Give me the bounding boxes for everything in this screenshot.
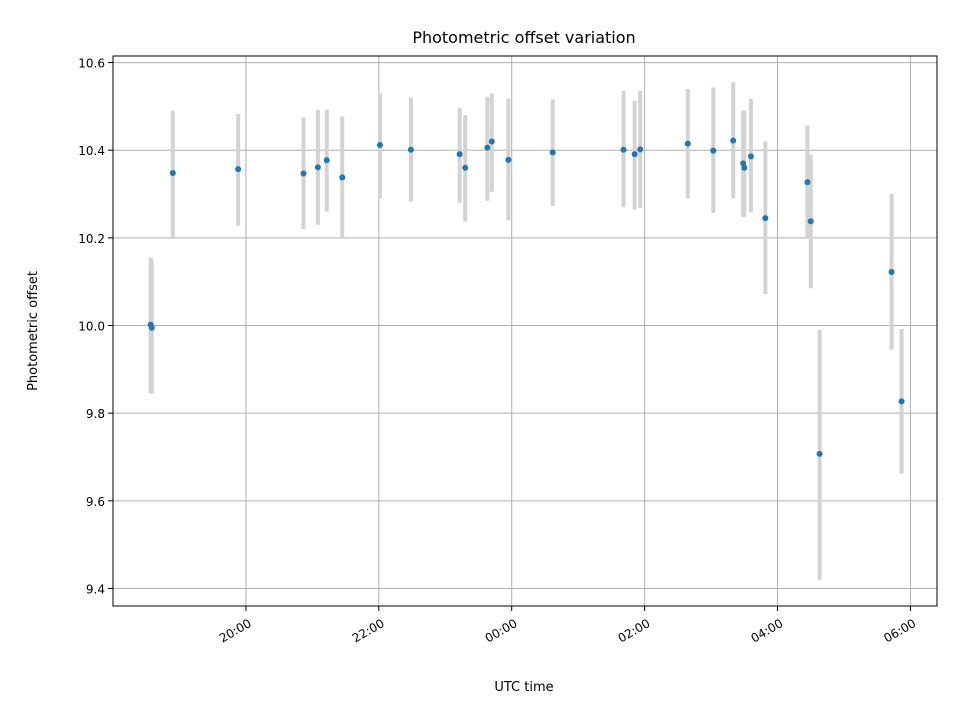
data-point (637, 146, 644, 153)
data-point (747, 153, 754, 160)
data-point (741, 164, 748, 171)
data-point (762, 215, 769, 222)
x-tick-label: 06:00 (881, 616, 918, 645)
y-tick-label: 10.6 (78, 57, 105, 71)
x-axis-ticks: 20:00 22:00 00:00 02:00 04:00 06:00 (217, 606, 918, 646)
data-point (816, 450, 823, 457)
chart-title: Photometric offset variation (412, 28, 635, 47)
y-tick-label: 10.0 (78, 320, 105, 334)
data-point (549, 149, 556, 156)
data-point (169, 170, 176, 177)
data-point (631, 151, 638, 158)
y-tick-label: 9.6 (86, 495, 105, 509)
data-point (323, 157, 330, 164)
data-point (148, 324, 155, 331)
y-tick-label: 10.4 (78, 144, 105, 158)
data-point (339, 174, 346, 181)
data-point (300, 170, 307, 177)
y-gridlines (113, 62, 937, 589)
x-tick-label: 22:00 (350, 616, 387, 645)
y-axis-label: Photometric offset (26, 271, 41, 391)
data-point (235, 166, 242, 173)
y-tick-label: 9.4 (86, 582, 105, 596)
data-point (898, 398, 905, 405)
x-tick-label: 00:00 (483, 616, 520, 645)
x-gridlines (245, 56, 911, 606)
data-point (505, 156, 512, 163)
data-point (620, 146, 627, 153)
data-point (456, 151, 463, 158)
data-point (888, 269, 895, 276)
data-point (376, 141, 383, 148)
data-point (730, 137, 737, 144)
data-point (488, 138, 495, 145)
data-point (462, 164, 469, 171)
data-point (484, 144, 491, 151)
y-axis-ticks: 9.4 9.6 9.8 10.0 10.2 10.4 10.6 (78, 57, 113, 596)
x-axis-label: UTC time (494, 680, 553, 695)
x-tick-label: 02:00 (616, 616, 653, 645)
y-tick-label: 10.2 (78, 232, 105, 246)
y-tick-label: 9.8 (86, 407, 105, 421)
data-point (684, 140, 691, 147)
x-tick-label: 04:00 (748, 616, 785, 645)
data-point (314, 164, 321, 171)
data-point (804, 179, 811, 186)
plot-frame (112, 55, 938, 607)
error-bars (148, 82, 904, 580)
x-tick-label: 20:00 (217, 616, 254, 645)
data-point (710, 147, 717, 154)
data-point (807, 218, 814, 225)
data-point (407, 146, 414, 153)
data-points (147, 137, 905, 457)
